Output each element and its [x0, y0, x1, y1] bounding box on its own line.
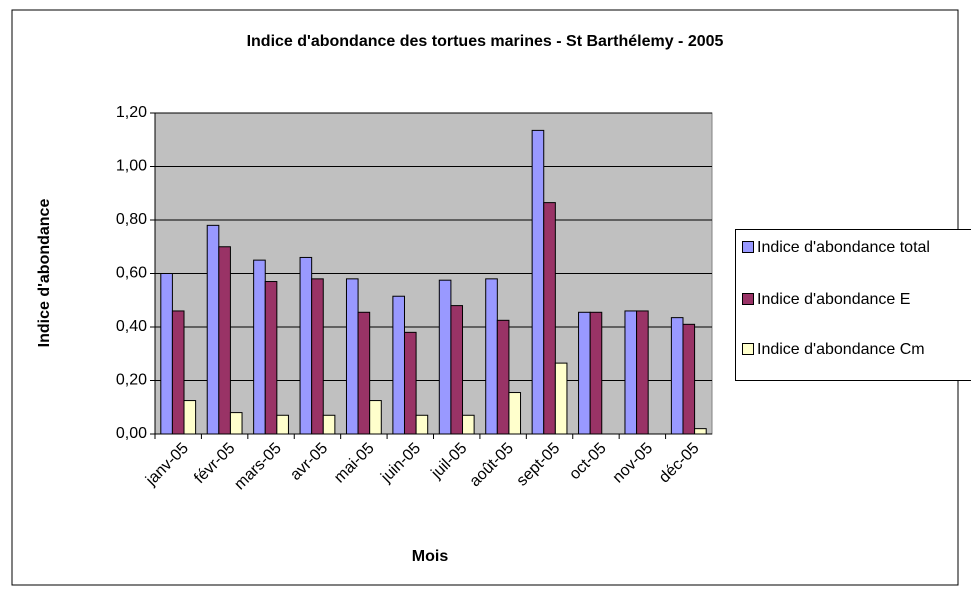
legend-swatch: [742, 293, 754, 305]
legend: Indice d'abondance total Indice d'abondan…: [735, 229, 971, 381]
bar: [496, 319, 510, 435]
bar: [438, 279, 452, 435]
bar: [485, 278, 498, 435]
y-tick-label: 0,20: [116, 372, 147, 389]
chart-title: Indice d'abondance des tortues marines -…: [247, 33, 724, 50]
bar: [694, 428, 707, 435]
bar: [578, 311, 591, 435]
bar: [624, 310, 638, 435]
legend-label: Indice d'abondance total: [757, 239, 930, 256]
bar: [299, 256, 313, 435]
x-axis-label: Mois: [412, 548, 449, 565]
bar: [160, 273, 173, 435]
bar: [369, 400, 382, 435]
bar: [171, 310, 185, 435]
legend-entry: Indice d'abondance total: [742, 236, 971, 259]
bar: [508, 392, 522, 435]
bar: [682, 323, 696, 435]
bar: [531, 129, 545, 435]
bar: [206, 224, 220, 435]
bar: [218, 246, 231, 435]
bar: [253, 259, 266, 435]
bar: [554, 362, 568, 435]
bar: [636, 310, 649, 435]
y-tick-label: 0,00: [116, 425, 147, 442]
bar: [276, 414, 289, 435]
bar: [392, 295, 405, 435]
y-tick-label: 1,00: [116, 158, 147, 175]
y-axis-label: Indice d'abondance: [36, 199, 53, 348]
bar: [229, 412, 243, 435]
bar: [589, 311, 603, 435]
y-tick-label: 1,20: [116, 104, 147, 121]
bar: [311, 278, 324, 435]
legend-swatch: [742, 241, 754, 253]
bar: [543, 202, 556, 435]
legend-label: Indice d'abondance E: [757, 291, 911, 308]
legend-entry: Indice d'abondance Cm: [742, 338, 971, 361]
y-tick-label: 0,80: [116, 211, 147, 228]
bar: [183, 400, 197, 435]
bar: [357, 311, 371, 435]
bar: [450, 305, 464, 435]
y-tick-label: 0,60: [116, 265, 147, 282]
bar: [345, 278, 359, 435]
legend-swatch: [742, 343, 754, 355]
bar: [462, 414, 475, 435]
bar: [415, 414, 429, 435]
bar: [670, 317, 684, 435]
bar: [322, 414, 336, 435]
bar: [264, 281, 278, 435]
y-tick-label: 0,40: [116, 318, 147, 335]
bar: [403, 331, 417, 435]
legend-entry: Indice d'abondance E: [742, 288, 971, 311]
legend-label: Indice d'abondance Cm: [757, 341, 925, 358]
